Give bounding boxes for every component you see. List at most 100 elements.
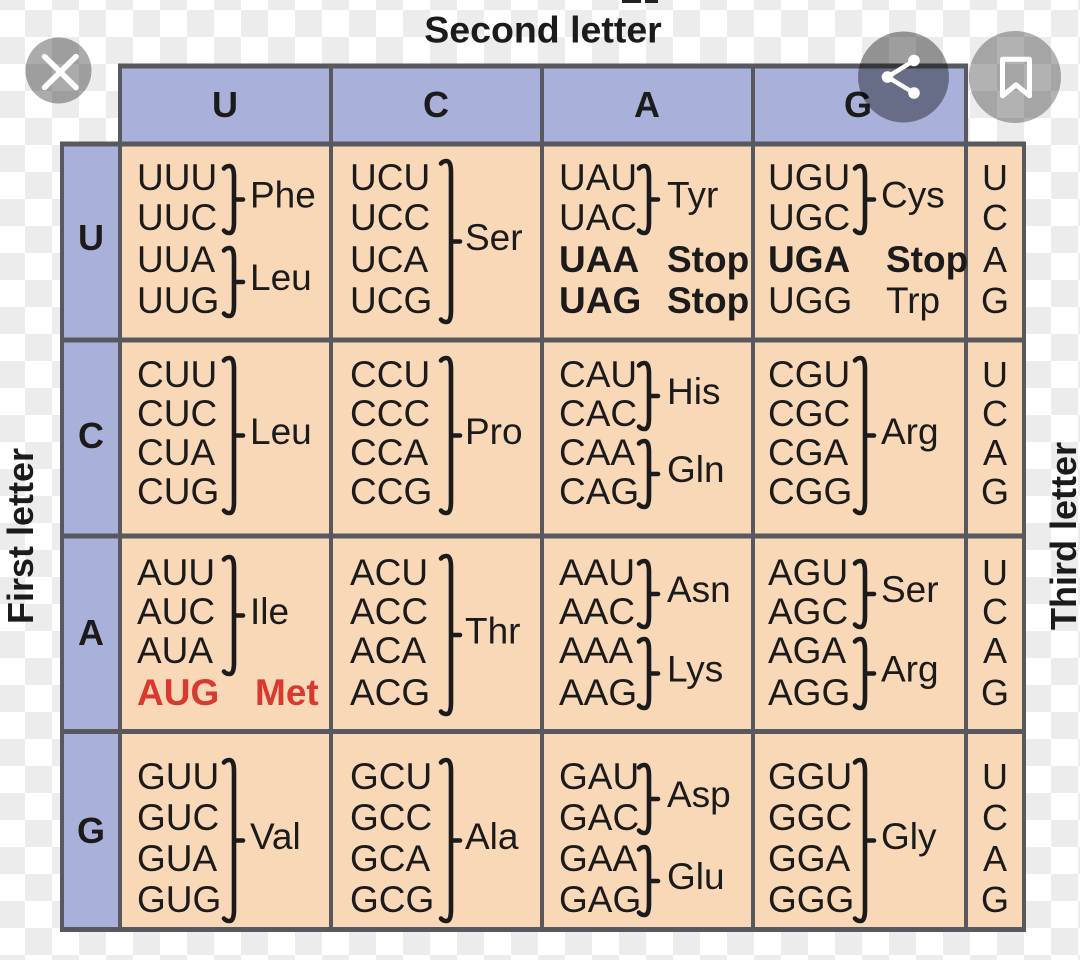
svg-text:C: C <box>982 393 1008 434</box>
svg-text:U: U <box>982 552 1008 593</box>
svg-text:Ala: Ala <box>465 816 519 857</box>
svg-text:Tyr: Tyr <box>667 175 718 216</box>
svg-text:U: U <box>212 84 238 125</box>
svg-text:U: U <box>982 756 1008 797</box>
svg-text:Glu: Glu <box>667 856 725 897</box>
svg-text:CAU: CAU <box>559 354 637 395</box>
svg-text:ACU: ACU <box>350 552 428 593</box>
svg-text:U: U <box>982 157 1008 198</box>
svg-text:Asp: Asp <box>667 774 731 815</box>
svg-text:G: G <box>981 879 1009 920</box>
svg-text:Cys: Cys <box>881 175 945 216</box>
svg-text:CUU: CUU <box>137 354 217 395</box>
svg-text:CCA: CCA <box>350 432 428 473</box>
svg-text:Leu: Leu <box>250 411 312 452</box>
svg-text:A: A <box>983 838 1007 879</box>
svg-text:CAG: CAG <box>559 471 639 512</box>
svg-text:GGU: GGU <box>768 756 852 797</box>
svg-text:GCU: GCU <box>350 756 432 797</box>
svg-text:CGC: CGC <box>768 393 850 434</box>
svg-text:CAA: CAA <box>559 432 635 473</box>
svg-text:Phe: Phe <box>250 175 316 216</box>
svg-text:CGG: CGG <box>768 471 852 512</box>
svg-text:UAC: UAC <box>559 197 637 238</box>
svg-text:GUA: GUA <box>137 838 218 879</box>
svg-text:A: A <box>634 84 660 125</box>
svg-text:His: His <box>667 371 720 412</box>
svg-text:AGU: AGU <box>768 552 848 593</box>
svg-text:CUG: CUG <box>137 471 219 512</box>
svg-text:A: A <box>78 612 104 653</box>
svg-text:Arg: Arg <box>881 649 939 690</box>
svg-text:Stop: Stop <box>667 280 749 321</box>
svg-text:Thr: Thr <box>465 611 521 652</box>
svg-text:CUA: CUA <box>137 432 215 473</box>
svg-text:GUC: GUC <box>137 797 219 838</box>
svg-text:AUU: AUU <box>137 552 215 593</box>
svg-text:GUU: GUU <box>137 756 219 797</box>
svg-text:CCC: CCC <box>350 393 430 434</box>
svg-text:AUC: AUC <box>137 591 215 632</box>
svg-text:CCU: CCU <box>350 354 430 395</box>
svg-text:ACG: ACG <box>350 672 430 713</box>
svg-text:Ser: Ser <box>881 569 939 610</box>
svg-text:AGA: AGA <box>768 630 846 671</box>
svg-text:U: U <box>982 354 1008 395</box>
svg-text:AUA: AUA <box>137 630 213 671</box>
svg-text:UGU: UGU <box>768 157 850 198</box>
svg-text:AGG: AGG <box>768 672 850 713</box>
svg-text:UCA: UCA <box>350 239 428 280</box>
svg-text:GCG: GCG <box>350 879 434 920</box>
svg-text:G: G <box>981 280 1009 321</box>
svg-text:UCC: UCC <box>350 197 430 238</box>
svg-text:AAA: AAA <box>559 630 633 671</box>
svg-text:C: C <box>982 797 1008 838</box>
svg-text:UUC: UUC <box>137 197 217 238</box>
svg-text:CCG: CCG <box>350 471 432 512</box>
svg-text:C: C <box>982 591 1008 632</box>
svg-text:AAG: AAG <box>559 672 637 713</box>
svg-text:Second letter: Second letter <box>424 9 662 51</box>
svg-text:GAA: GAA <box>559 838 637 879</box>
svg-text:GAG: GAG <box>559 879 641 920</box>
svg-text:Ser: Ser <box>465 217 523 258</box>
svg-text:A: A <box>983 630 1007 671</box>
svg-text:G: G <box>844 84 872 125</box>
svg-text:GCC: GCC <box>350 797 432 838</box>
svg-text:C: C <box>78 415 104 456</box>
svg-text:AUG: AUG <box>137 672 219 713</box>
svg-text:Trp: Trp <box>886 280 940 321</box>
svg-text:Stop: Stop <box>886 239 968 280</box>
svg-text:Gly: Gly <box>881 816 937 857</box>
svg-text:UAG: UAG <box>559 280 641 321</box>
svg-text:UAU: UAU <box>559 157 637 198</box>
svg-text:C: C <box>423 84 449 125</box>
svg-text:ACA: ACA <box>350 630 426 671</box>
svg-text:Stop: Stop <box>667 239 749 280</box>
svg-text:First letter: First letter <box>0 448 41 624</box>
svg-text:UCU: UCU <box>350 157 430 198</box>
svg-text:UGG: UGG <box>768 280 852 321</box>
svg-text:ACC: ACC <box>350 591 428 632</box>
svg-text:UUA: UUA <box>137 239 215 280</box>
svg-text:AAC: AAC <box>559 591 635 632</box>
svg-text:Lys: Lys <box>667 649 723 690</box>
svg-text:AAU: AAU <box>559 552 635 593</box>
svg-text:Met: Met <box>255 672 319 713</box>
svg-text:UUG: UUG <box>137 280 219 321</box>
svg-text:UUU: UUU <box>137 157 217 198</box>
svg-text:Arg: Arg <box>881 411 939 452</box>
svg-text:UCG: UCG <box>350 280 432 321</box>
svg-text:Third letter: Third letter <box>1043 442 1080 630</box>
svg-text:G: G <box>981 672 1009 713</box>
svg-text:UAA: UAA <box>559 239 639 280</box>
svg-text:C: C <box>982 197 1008 238</box>
svg-text:GGA: GGA <box>768 838 851 879</box>
svg-text:GAC: GAC <box>559 797 639 838</box>
svg-text:A: A <box>983 432 1007 473</box>
svg-text:Ile: Ile <box>250 591 289 632</box>
svg-text:G: G <box>981 471 1009 512</box>
svg-text:Gln: Gln <box>667 449 725 490</box>
svg-text:UGA: UGA <box>768 239 850 280</box>
svg-text:GGG: GGG <box>768 879 854 920</box>
